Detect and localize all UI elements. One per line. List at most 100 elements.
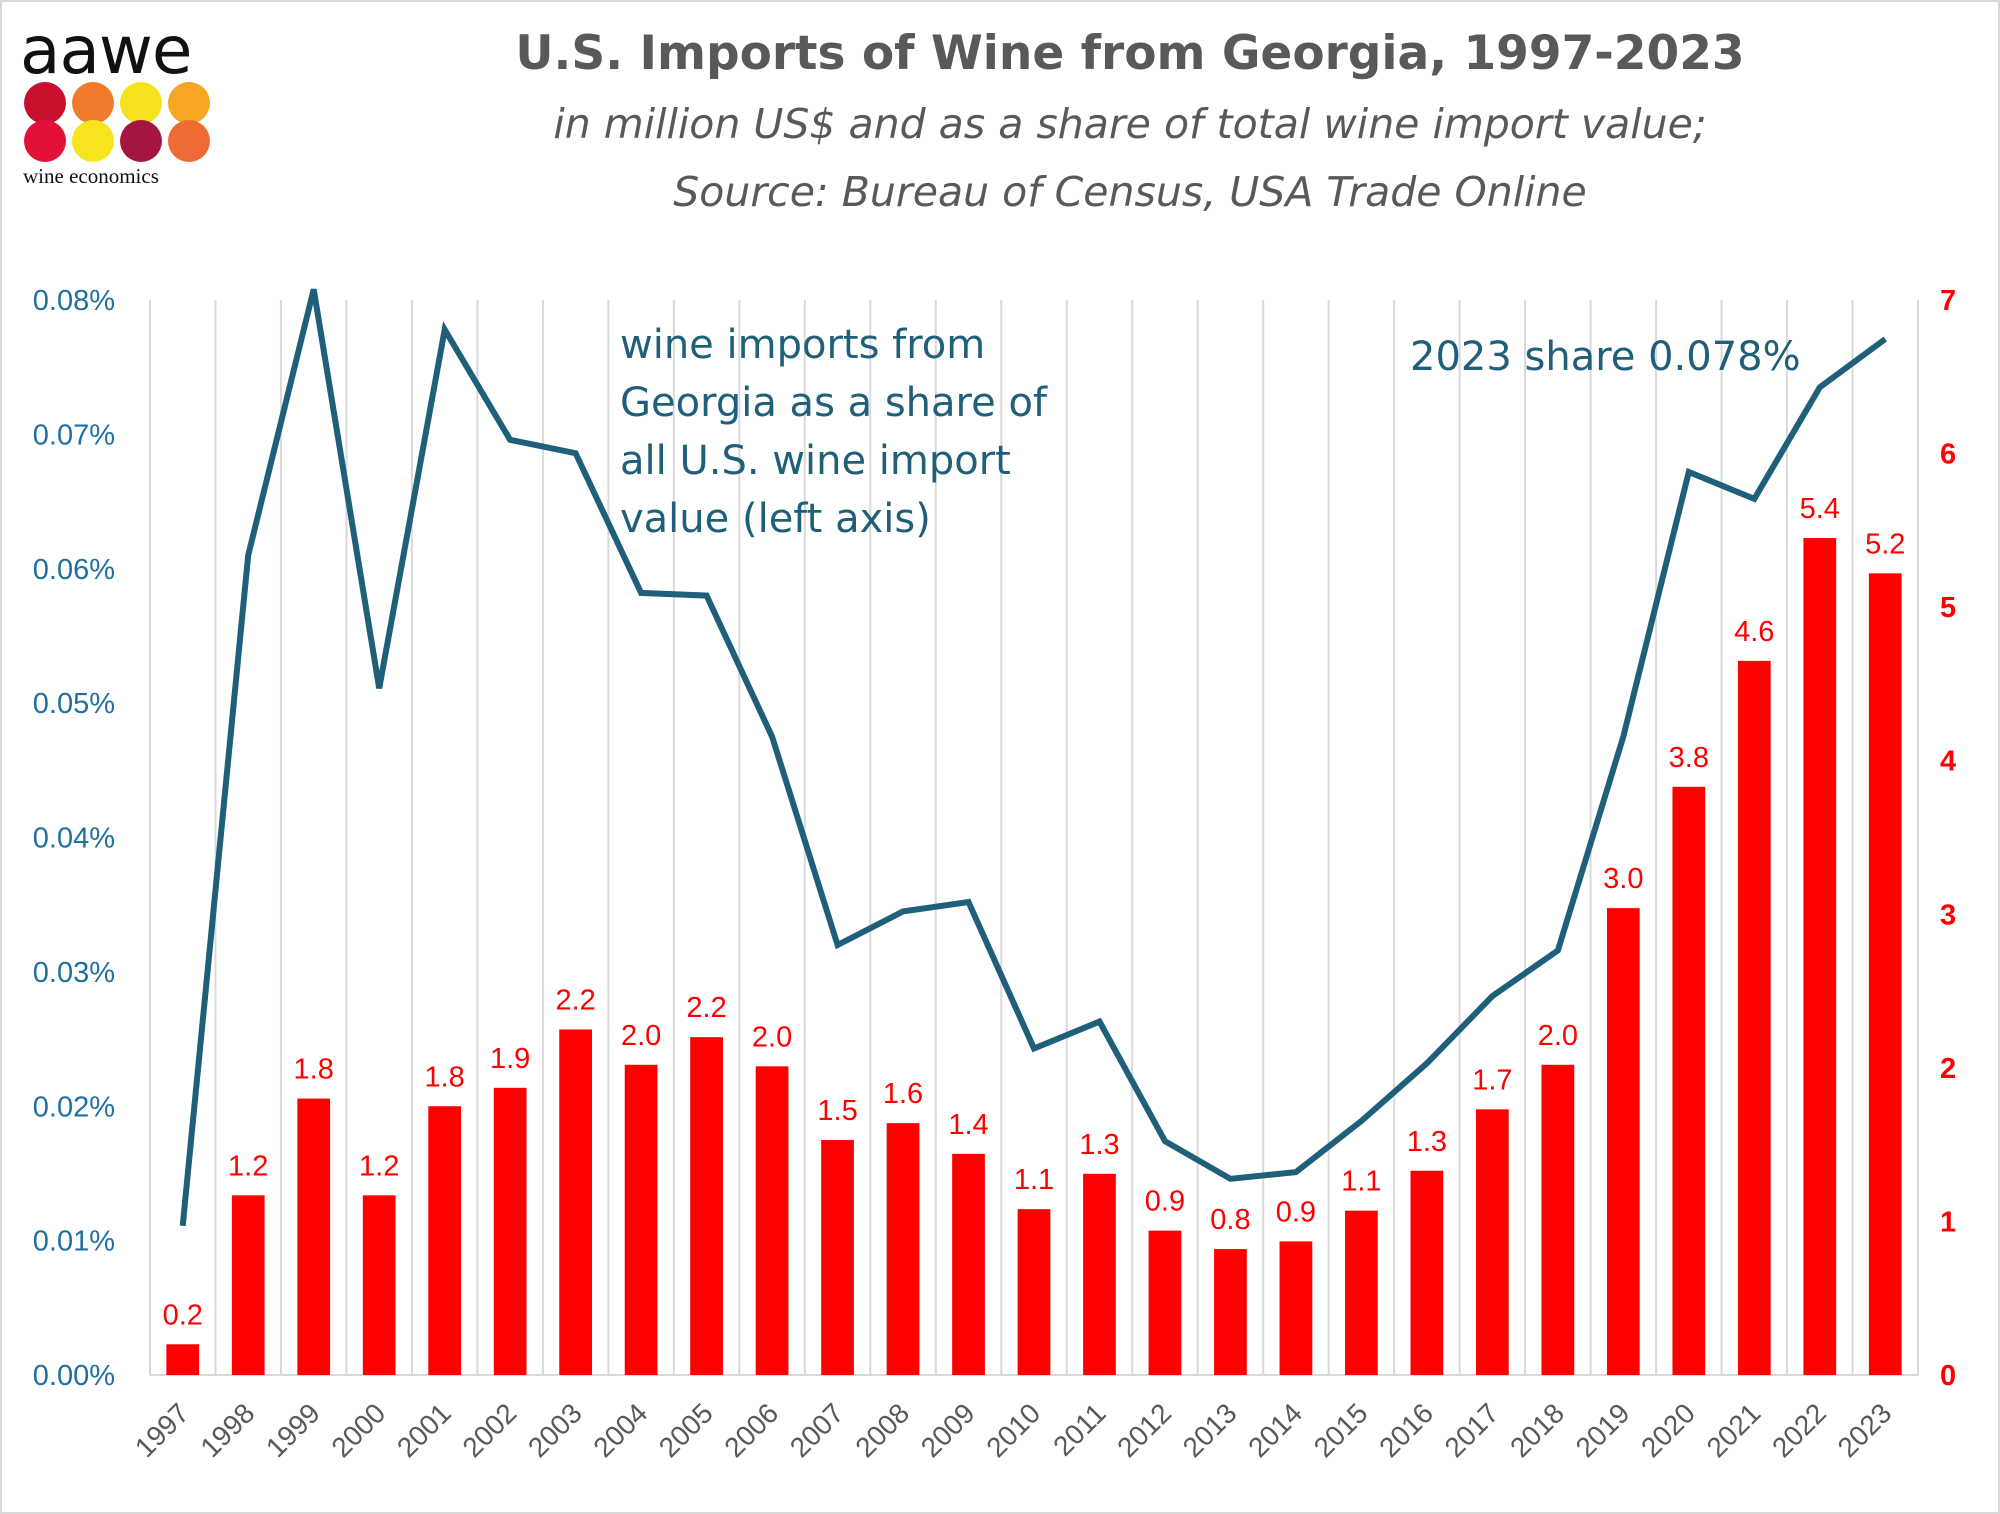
bar <box>886 1123 920 1375</box>
share-line <box>179 288 1888 1227</box>
bar <box>821 1140 854 1375</box>
bar-value-label: 2.2 <box>555 984 595 1016</box>
line-annotation: Georgia as a share of <box>620 380 1048 426</box>
bar <box>559 1029 592 1375</box>
bar <box>362 1195 396 1375</box>
bar <box>1410 1170 1444 1375</box>
bar-value-label: 0.2 <box>163 1299 203 1331</box>
bar <box>166 1344 200 1375</box>
bar-value-label: 5.2 <box>1865 528 1905 560</box>
x-axis-tick-label: 2001 <box>391 1397 457 1463</box>
left-axis-tick-label: 0.06% <box>33 554 115 586</box>
x-axis-tick-label: 2021 <box>1701 1397 1767 1463</box>
bar <box>1541 1064 1575 1375</box>
bar <box>1279 1241 1313 1375</box>
x-axis-tick-label: 2017 <box>1439 1397 1505 1463</box>
right-axis-tick-label: 3 <box>1940 899 1956 931</box>
x-axis-tick-label: 2002 <box>456 1397 522 1463</box>
x-axis-tick-label: 2003 <box>522 1397 588 1463</box>
logo-dot <box>24 120 66 162</box>
bar-value-label: 1.4 <box>948 1109 988 1141</box>
bar-value-label: 0.8 <box>1210 1204 1250 1236</box>
x-axis-tick-label: 2005 <box>653 1397 719 1463</box>
bar-value-label: 2.0 <box>752 1021 792 1053</box>
bar-value-label: 4.6 <box>1734 616 1774 648</box>
x-axis-tick-label: 2000 <box>325 1397 391 1463</box>
logo-dot <box>120 120 162 162</box>
bar-value-label: 1.3 <box>1079 1129 1119 1161</box>
line-annotation: value (left axis) <box>620 496 931 542</box>
x-axis-tick-label: 1997 <box>129 1397 195 1463</box>
bar <box>1345 1210 1378 1375</box>
bar <box>1214 1249 1247 1375</box>
x-axis-tick-label: 2020 <box>1635 1397 1701 1463</box>
bar <box>1803 538 1837 1375</box>
bar <box>952 1153 985 1375</box>
bar-value-label: 1.8 <box>294 1054 334 1086</box>
logo-tagline: wine economics <box>23 164 159 188</box>
logo-dot <box>120 82 162 124</box>
bar-value-label: 2.0 <box>621 1020 661 1052</box>
bar <box>493 1087 527 1375</box>
x-axis-tick-label: 2022 <box>1766 1397 1832 1463</box>
logo-dot <box>168 120 210 162</box>
bar-value-label: 1.1 <box>1014 1164 1054 1196</box>
aawe-logo: aawe wine economics <box>20 18 225 198</box>
bar-value-label: 1.6 <box>883 1078 923 1110</box>
bar-value-label: 1.9 <box>490 1043 530 1075</box>
bar <box>1148 1230 1182 1375</box>
bar <box>1672 786 1706 1375</box>
bar <box>1083 1173 1116 1375</box>
bar <box>624 1064 658 1375</box>
right-axis-tick-label: 2 <box>1940 1053 1956 1085</box>
left-axis-tick-label: 0.03% <box>33 957 115 989</box>
share-2023-annotation: 2023 share 0.078% <box>1410 334 1801 380</box>
x-axis-tick-label: 2004 <box>587 1397 653 1463</box>
x-axis-tick-label: 2016 <box>1373 1397 1439 1463</box>
x-axis-tick-label: 2013 <box>1177 1397 1243 1463</box>
left-axis-tick-label: 0.04% <box>33 823 115 855</box>
x-axis-tick-label: 2019 <box>1570 1397 1636 1463</box>
left-axis-tick-label: 0.00% <box>33 1360 115 1392</box>
left-axis-tick-label: 0.02% <box>33 1091 115 1123</box>
x-axis-tick-label: 2018 <box>1504 1397 1570 1463</box>
bar-value-label: 0.9 <box>1145 1186 1185 1218</box>
bar <box>297 1098 331 1375</box>
left-axis-tick-label: 0.05% <box>33 688 115 720</box>
x-axis-tick-label: 2014 <box>1242 1397 1308 1463</box>
chart-title: U.S. Imports of Wine from Georgia, 1997-… <box>515 26 1745 81</box>
x-axis-tick-label: 2009 <box>915 1397 981 1463</box>
line-annotation: wine imports from <box>620 322 985 368</box>
left-axis-tick-label: 0.07% <box>33 419 115 451</box>
chart-subtitle-line-2: Source: Bureau of Census, USA Trade Onli… <box>673 168 1587 216</box>
bar <box>428 1106 462 1375</box>
bar-value-label: 3.8 <box>1669 742 1709 774</box>
bar-value-label: 1.3 <box>1407 1126 1447 1158</box>
bar-value-label: 2.2 <box>686 992 726 1024</box>
x-axis-tick-label: 1998 <box>194 1397 260 1463</box>
bar-value-label: 1.2 <box>359 1150 399 1182</box>
right-axis-tick-label: 4 <box>1940 746 1956 778</box>
right-axis-tick-label: 6 <box>1940 439 1956 471</box>
logo-dot <box>24 82 66 124</box>
bar-value-label: 1.8 <box>425 1061 465 1093</box>
x-axis-tick-label: 2006 <box>718 1397 784 1463</box>
x-axis-tick-label: 2023 <box>1832 1397 1898 1463</box>
right-axis-tick-label: 0 <box>1940 1360 1956 1392</box>
x-axis-tick-label: 2011 <box>1047 1397 1112 1462</box>
bar-value-label: 0.9 <box>1276 1196 1316 1228</box>
bar <box>1017 1209 1051 1375</box>
chart-subtitle-line-1: in million US$ and as a share of total w… <box>553 100 1707 148</box>
bar <box>1868 573 1902 1375</box>
x-axis-tick-label: 2008 <box>849 1397 915 1463</box>
bar <box>690 1037 723 1375</box>
bar-value-label: 3.0 <box>1603 863 1643 895</box>
logo-dot <box>72 120 114 162</box>
bar-value-label: 2.0 <box>1538 1020 1578 1052</box>
left-axis-tick-label: 0.01% <box>33 1226 115 1258</box>
bar-value-label: 1.7 <box>1472 1064 1512 1096</box>
bar-value-label: 1.2 <box>228 1150 268 1182</box>
line-annotation: all U.S. wine import <box>620 438 1011 484</box>
